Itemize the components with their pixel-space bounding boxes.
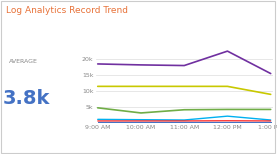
Text: Log Analytics Record Trend: Log Analytics Record Trend <box>6 6 127 15</box>
Text: AVERAGE: AVERAGE <box>9 59 38 63</box>
Text: 3.8k: 3.8k <box>3 89 50 108</box>
